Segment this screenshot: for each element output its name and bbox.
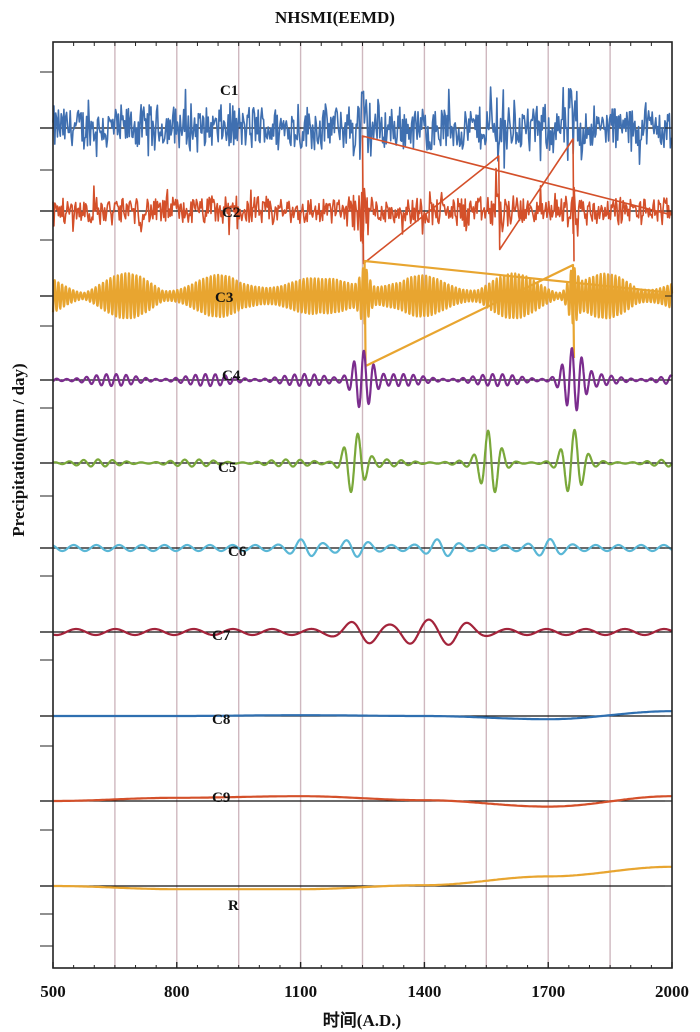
x-axis-label: 时间(A.D.) xyxy=(323,1010,401,1030)
y-axis-label: Precipitation(mm / day) xyxy=(9,363,28,536)
series-line-c5 xyxy=(52,428,673,494)
series-label-c5: C5 xyxy=(218,460,236,476)
x-tick-label: 500 xyxy=(40,982,66,1001)
series-line-r xyxy=(53,865,672,891)
series-label-r: R xyxy=(228,898,239,914)
series-label-c6: C6 xyxy=(228,544,247,560)
series-label-c2: C2 xyxy=(222,205,240,221)
series-group: C1 C2 C3 C4 C5 C6 C7 C8 C9 R xyxy=(51,83,674,914)
series-line-c7 xyxy=(52,618,673,646)
series-label-c1: C1 xyxy=(220,83,238,99)
chart-title: NHSMI(EEMD) xyxy=(275,8,395,27)
x-tick-label: 800 xyxy=(164,982,190,1001)
x-tick-label: 2000 xyxy=(655,982,689,1001)
series-label-c4: C4 xyxy=(222,368,241,384)
series-line-c2 xyxy=(52,135,673,265)
series-line-c6 xyxy=(52,538,673,558)
series-label-c7: C7 xyxy=(212,628,231,644)
series-line-c3 xyxy=(51,259,674,368)
series-label-c9: C9 xyxy=(212,790,230,806)
plot-frame xyxy=(52,41,673,969)
x-tick-label: 1100 xyxy=(284,982,317,1001)
series-label-c8: C8 xyxy=(212,712,230,728)
series-line-c4 xyxy=(52,347,673,412)
series-label-c3: C3 xyxy=(215,290,233,306)
series-line-c8 xyxy=(53,710,672,721)
series-line-c1 xyxy=(52,86,673,169)
x-tick-label: 1400 xyxy=(407,982,441,1001)
x-tick-label: 1700 xyxy=(531,982,565,1001)
tick-group: 500 800 1100 1400 1700 2000 xyxy=(40,42,689,1001)
series-line-c9 xyxy=(53,795,672,808)
